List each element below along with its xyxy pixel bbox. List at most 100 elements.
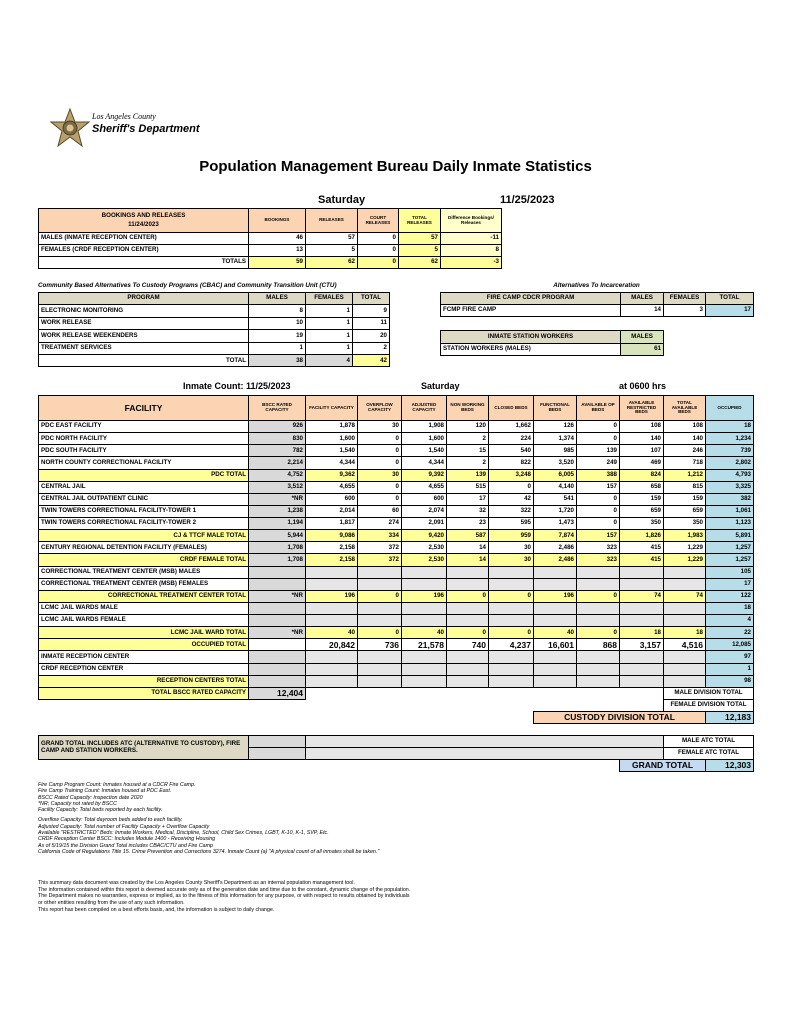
row: TWIN TOWERS CORRECTIONAL FACILITY-TOWER … [38,504,754,519]
footnote: California Code of Regulations Title 15.… [38,848,380,855]
footnote: Adjusted Capacity: Total number of Facil… [38,823,210,830]
row: PDC TOTAL 4,752 9,362 30 9,392 139 3,248 6,005 3… [38,468,754,482]
value [619,650,664,664]
value [248,613,306,628]
value: 1,983 [663,529,706,543]
column-header: TOTAL RELEASES [398,208,441,233]
value: 22 [705,626,754,640]
value [576,565,620,579]
value: 740 [446,638,489,652]
value: 14 [446,553,489,567]
value: 196 [401,589,447,603]
row-label: PDC NORTH FACILITY [38,432,249,446]
value: 3,157 [619,638,664,652]
value [663,601,706,616]
value: 3 [663,304,706,317]
value [619,601,664,616]
value: 0 [576,516,620,531]
row-label: STATION WORKERS (MALES) [440,343,621,356]
value [663,674,706,688]
value: 139 [446,468,489,482]
value: 224 [488,432,534,446]
value: 4,516 [663,638,706,652]
value: 17 [705,577,754,591]
value: 2,158 [305,553,358,567]
value [357,577,402,591]
row-label: ELECTRONIC MONITORING [38,304,249,318]
value [576,601,620,616]
value: 30 [357,419,402,434]
value: 830 [248,432,306,446]
row-label: TOTAL BSCC RATED CAPACITY [38,687,249,700]
value [576,577,620,591]
disclaimer-line: The information contained within this re… [38,886,411,893]
value: 21,578 [401,638,447,652]
value: 9 [352,304,390,318]
column-header: PROGRAM [38,292,249,305]
value: 62 [305,256,358,269]
value: 1,720 [533,504,577,519]
spacer [305,735,664,748]
value: 4 [705,613,754,628]
value: 42 [352,354,390,368]
value: 10 [248,316,306,331]
value [663,577,706,591]
value [663,650,706,664]
column-header: INMATE STATION WORKERS [440,330,621,344]
value: 540 [488,444,534,458]
value [619,577,664,591]
row-label: CORRECTIONAL TREATMENT CENTER (MSB) MALE… [38,565,249,579]
value: 61 [620,343,664,356]
row-label: RECEPTION CENTERS TOTAL [38,674,249,688]
footnote: Facility Capacity: Total beds reported b… [38,807,163,814]
value: 4,793 [705,468,754,482]
value [663,662,706,676]
value: 0 [357,432,402,446]
value: 20 [352,329,390,343]
row-label: TOTAL [38,354,249,368]
column-header: MALES [620,330,664,344]
value: 0 [576,419,620,434]
value [446,650,489,664]
value: 62 [398,256,441,269]
value: 0 [357,626,402,640]
value: 985 [533,444,577,458]
row: PROGRAM MALES FEMALES TOTAL [38,292,390,305]
value: 1,600 [305,432,358,446]
value: 323 [576,553,620,567]
value: 4 [305,354,353,368]
footnote: Fire Camp Training Count: Inmates housed… [38,788,172,795]
value: 122 [705,589,754,603]
value [305,601,358,616]
value: 1,908 [401,419,447,434]
cbac-table: PROGRAM MALES FEMALES TOTAL ELECTRONIC MONIT… [38,292,390,368]
row-label: MALE DIVISION TOTAL [663,687,754,700]
value [446,613,489,628]
value [357,650,402,664]
cbac-caption: Community Based Alternatives To Custody … [38,282,337,289]
value: 415 [619,541,664,555]
value [619,662,664,676]
value: 0 [357,244,399,257]
value: 1,238 [248,504,306,519]
value: 1,662 [488,419,534,434]
value: 12,183 [705,711,754,724]
value [446,674,489,688]
row: STATION WORKERS (MALES) 61 [440,343,664,356]
column-header: RELEASES [305,208,358,233]
value: 57 [305,232,358,245]
row: CORRECTIONAL TREATMENT CENTER (MSB) FEMA… [38,577,754,591]
value: 196 [533,589,577,603]
value: 5 [398,244,441,257]
value: 97 [705,650,754,664]
row-label: PDC SOUTH FACILITY [38,444,249,458]
value [576,674,620,688]
value: 9,420 [401,529,447,543]
spacer [39,712,534,724]
row-label: FEMALE DIVISION TOTAL [663,699,754,712]
value: 2,530 [401,553,447,567]
value [446,662,489,676]
report-day: Saturday [318,194,366,206]
spacer [39,760,620,772]
row-label: CENTURY REGIONAL DETENTION FACILITY (FEM… [38,541,249,555]
